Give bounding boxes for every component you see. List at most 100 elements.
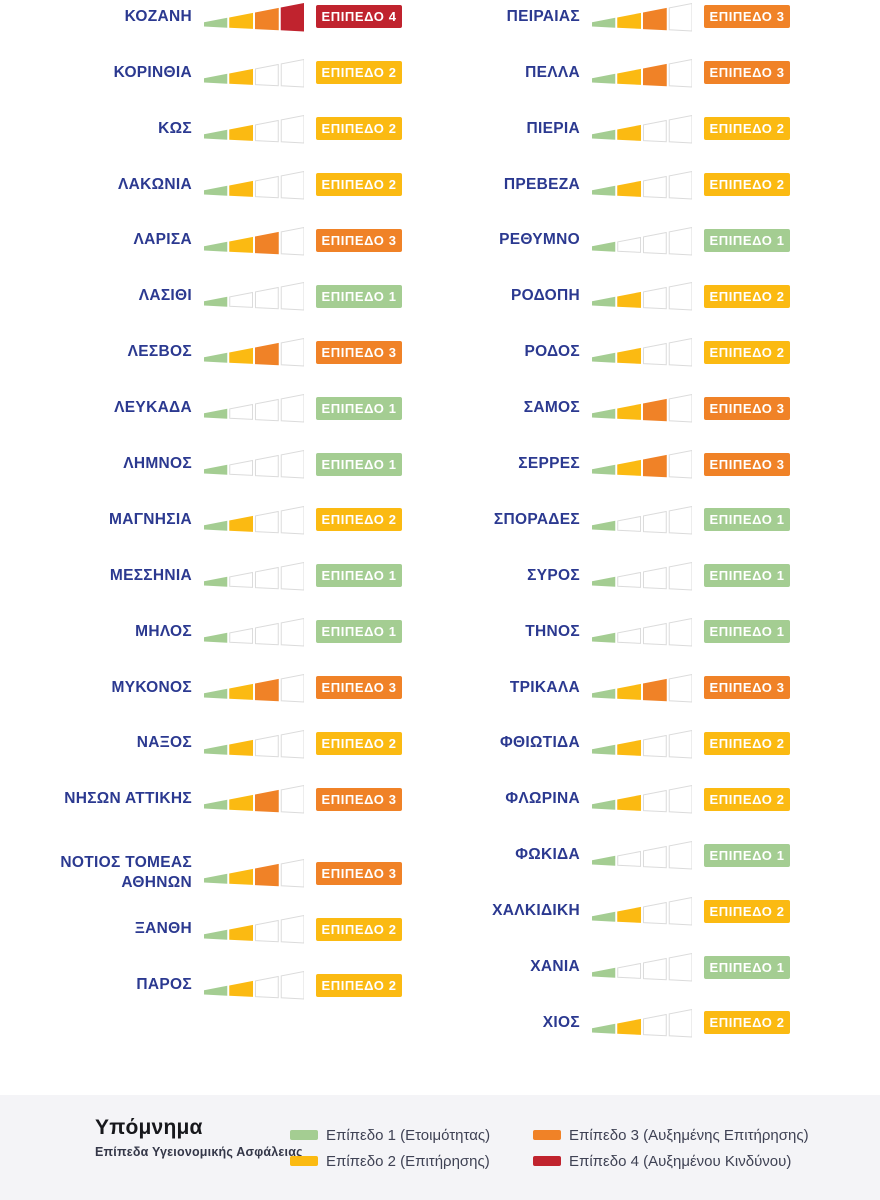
legend-item-label: Επίπεδο 1 (Ετοιμότητας): [326, 1126, 491, 1144]
gauge-segment-2: [229, 683, 254, 700]
gauge-segment-2: [617, 515, 642, 532]
gauge-segment-3: [254, 119, 279, 142]
level-badge: ΕΠΙΠΕΔΟ 2: [316, 173, 402, 197]
level-badge: ΕΠΙΠΕΔΟ 1: [704, 620, 790, 644]
gauge-segment-3: [254, 454, 279, 478]
region-name: ΧΑΛΚΙΔΙΚΗ: [492, 902, 580, 920]
gauge-segment-4: [668, 170, 692, 200]
level-badge: ΕΠΙΠΕΔΟ 2: [316, 61, 402, 85]
gauge-segment-2: [229, 12, 254, 29]
risk-gauge: [204, 170, 304, 200]
level-badge: ΕΠΙΠΕΔΟ 3: [316, 861, 402, 885]
region-name: ΝΗΣΩΝ ΑΤΤΙΚΗΣ: [64, 790, 192, 808]
legend-item: Επίπεδο 3 (Αυξημένης Επιτήρησης): [533, 1125, 809, 1145]
gauge-segment-2: [229, 180, 254, 197]
region-name: ΡΟΔΟΠΗ: [511, 287, 580, 305]
gauge-segment-1: [204, 929, 228, 940]
level-badge: ΕΠΙΠΕΔΟ 3: [316, 229, 402, 252]
region-name: ΛΗΜΝΟΣ: [123, 455, 192, 472]
gauge-segment-2: [229, 404, 254, 421]
gauge-segment-1: [592, 967, 616, 978]
level-badge: ΕΠΙΠΕΔΟ 1: [316, 284, 402, 308]
region-name: ΠΑΡΟΣ: [136, 976, 192, 994]
gauge-segment-4: [280, 617, 304, 647]
gauge-segment-1: [592, 520, 616, 531]
region-name: ΣΑΜΟΣ: [523, 399, 580, 417]
region-row: ΡΟΔΟΣ ΕΠΙΠΕΔΟ 2: [390, 324, 790, 380]
gauge-segment-2: [617, 292, 642, 309]
region-row: ΠΕΛΛΑ ΕΠΙΠΕΔΟ 3: [390, 45, 790, 101]
region-row: ΝΑΞΟΣ ΕΠΙΠΕΔΟ 2: [2, 716, 402, 772]
region-name: ΠΕΙΡΑΙΑΣ: [506, 7, 580, 25]
level-badge: ΕΠΙΠΕΔΟ 1: [316, 620, 402, 644]
gauge-segment-3: [642, 175, 667, 198]
region-row: ΛΑΣΙΘΙ ΕΠΙΠΕΔΟ 1: [2, 268, 402, 324]
gauge-segment-2: [229, 571, 254, 588]
gauge-segment-1: [592, 856, 616, 867]
gauge-segment-2: [617, 795, 642, 812]
level-badge: ΕΠΙΠΕΔΟ 2: [704, 284, 790, 308]
gauge-segment-2: [617, 1018, 642, 1035]
level-badge: ΕΠΙΠΕΔΟ 2: [704, 340, 790, 364]
legend-swatch-level-4: [533, 1156, 561, 1166]
gauge-segment-2: [229, 739, 254, 756]
gauge-segment-3: [254, 734, 279, 757]
gauge-segment-3: [642, 622, 667, 645]
risk-gauge: [204, 915, 304, 944]
gauge-segment-4: [668, 114, 692, 144]
gauge-segment-3: [254, 864, 279, 887]
gauge-segment-4: [668, 450, 692, 479]
region-name: ΦΩΚΙΔΑ: [515, 846, 580, 864]
level-badge: ΕΠΙΠΕΔΟ 1: [704, 564, 790, 588]
level-badge: ΕΠΙΠΕΔΟ 3: [704, 452, 790, 476]
gauge-segment-3: [254, 678, 279, 701]
gauge-segment-2: [617, 68, 642, 85]
level-badge: ΕΠΙΠΕΔΟ 2: [316, 973, 402, 997]
gauge-segment-1: [204, 800, 228, 811]
gauge-segment-1: [592, 241, 616, 252]
region-row: ΣΑΜΟΣ ΕΠΙΠΕΔΟ 3: [390, 380, 790, 436]
region-row: ΦΘΙΩΤΙΔΑ ΕΠΙΠΕΔΟ 2: [390, 716, 790, 772]
level-badge: ΕΠΙΠΕΔΟ 2: [316, 917, 402, 941]
risk-gauge: [592, 673, 692, 703]
risk-gauge: [592, 170, 692, 200]
gauge-segment-2: [229, 292, 254, 309]
gauge-segment-3: [642, 566, 667, 590]
gauge-segment-3: [642, 399, 667, 422]
gauge-segment-2: [617, 851, 642, 868]
level-badge: ΕΠΙΠΕΔΟ 2: [316, 508, 402, 532]
gauge-segment-1: [204, 688, 228, 699]
gauge-segment-1: [592, 744, 616, 755]
gauge-segment-1: [204, 520, 228, 531]
level-badge: ΕΠΙΠΕΔΟ 3: [704, 396, 790, 420]
gauge-segment-1: [204, 576, 228, 587]
gauge-segment-3: [642, 957, 667, 981]
risk-gauge: [592, 505, 692, 535]
legend-swatch-level-2: [290, 1156, 318, 1166]
gauge-segment-3: [254, 175, 279, 198]
legend-item-label: Επίπεδο 3 (Αυξημένης Επιτήρησης): [569, 1126, 809, 1144]
level-badge: ΕΠΙΠΕΔΟ 2: [704, 1011, 790, 1035]
gauge-segment-2: [229, 236, 254, 253]
gauge-segment-1: [204, 185, 228, 196]
risk-gauge: [204, 729, 304, 759]
level-badge: ΕΠΙΠΕΔΟ 1: [316, 396, 402, 420]
gauge-segment-4: [280, 2, 304, 32]
region-row: ΧΑΛΚΙΔΙΚΗ ΕΠΙΠΕΔΟ 2: [390, 883, 790, 939]
region-row: ΛΑΚΩΝΙΑ ΕΠΙΠΕΔΟ 2: [2, 157, 402, 213]
region-name: ΚΟΡΙΝΘΙΑ: [113, 63, 192, 81]
gauge-segment-1: [204, 17, 228, 28]
gauge-segment-3: [254, 622, 279, 645]
gauge-segment-1: [592, 73, 616, 84]
risk-gauge: [204, 673, 304, 703]
gauge-segment-2: [617, 962, 642, 980]
level-badge: ΕΠΙΠΕΔΟ 3: [704, 5, 790, 29]
gauge-segment-3: [642, 343, 667, 366]
region-name: ΤΡΙΚΑΛΑ: [509, 678, 580, 696]
gauge-segment-1: [592, 185, 616, 196]
gauge-segment-3: [642, 846, 667, 869]
level-badge: ΕΠΙΠΕΔΟ 3: [316, 340, 402, 364]
legend-subtitle: Επίπεδα Υγειονομικής Ασφάλειας: [95, 1145, 303, 1159]
region-row: ΦΩΚΙΔΑ ΕΠΙΠΕΔΟ 1: [390, 827, 790, 883]
region-name: ΛΑΡΙΣΑ: [133, 231, 192, 249]
